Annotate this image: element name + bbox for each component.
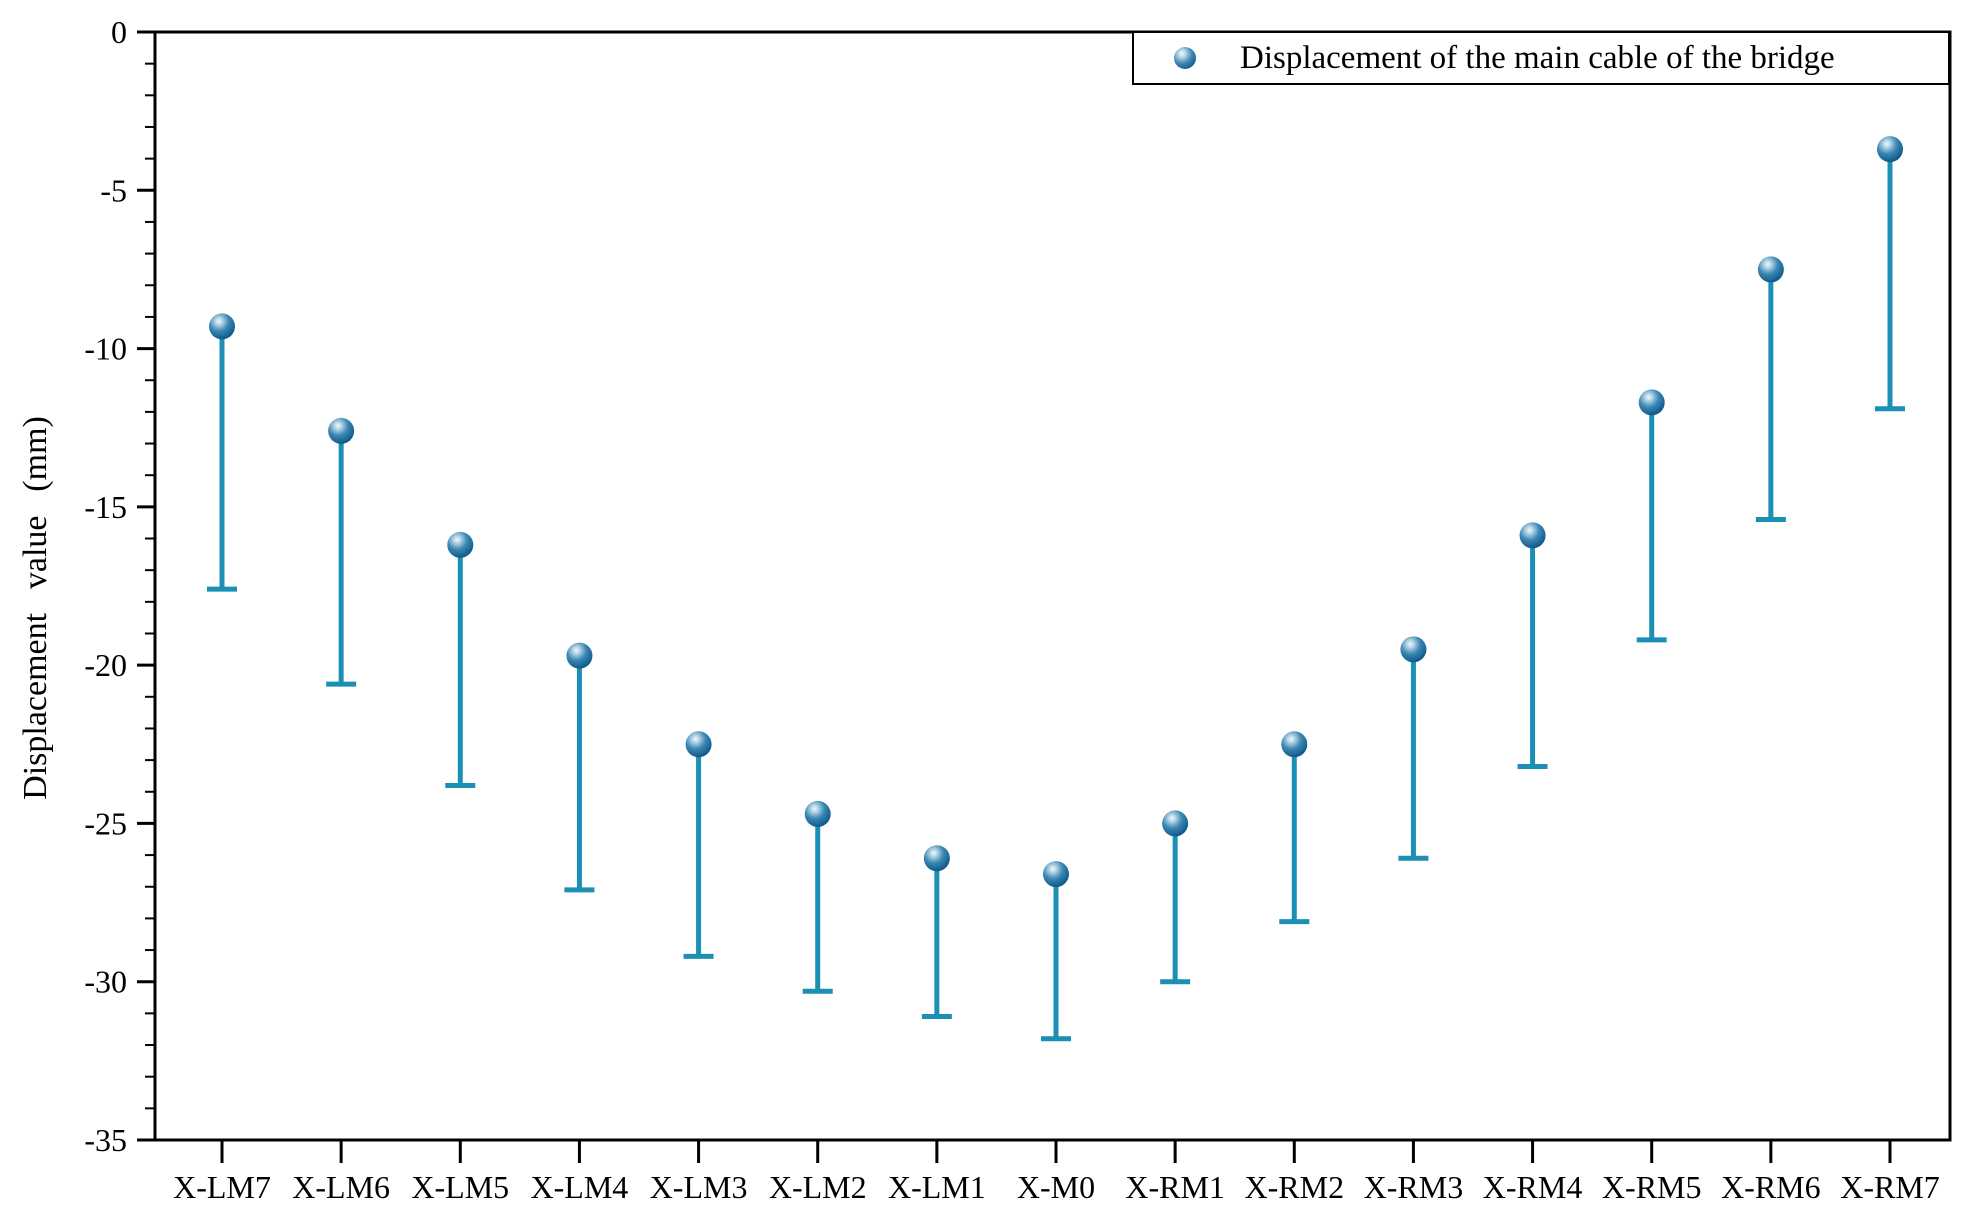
data-point	[1043, 861, 1069, 888]
data-point	[1519, 522, 1546, 549]
y-tick-label: -30	[84, 964, 127, 1000]
legend: Displacement of the main cable of the br…	[1132, 31, 1950, 85]
x-tick-label: X-RM5	[1602, 1169, 1702, 1205]
x-tick-label: X-RM1	[1125, 1169, 1225, 1205]
data-point	[447, 531, 474, 558]
data-point	[1400, 636, 1427, 663]
data-point	[328, 417, 355, 444]
x-tick-label: X-RM6	[1721, 1169, 1821, 1205]
x-tick-label: X-RM2	[1245, 1169, 1345, 1205]
y-tick-label: -25	[84, 805, 127, 841]
sphere-icon	[1174, 47, 1196, 69]
y-axis-title: Displacement value (mm)	[17, 416, 54, 800]
x-tick-label: X-LM4	[531, 1169, 629, 1205]
x-tick-label: X-RM4	[1483, 1169, 1583, 1205]
y-tick-label: -20	[84, 647, 127, 683]
x-tick-label: X-RM3	[1364, 1169, 1464, 1205]
data-point	[685, 731, 712, 758]
x-tick-label: X-LM2	[769, 1169, 867, 1205]
x-tick-label: X-M0	[1017, 1169, 1095, 1205]
legend-label: Displacement of the main cable of the br…	[1240, 39, 1835, 76]
x-tick-label: X-LM3	[650, 1169, 748, 1205]
y-tick-label: -10	[84, 331, 127, 367]
data-point	[1281, 731, 1308, 758]
data-point	[804, 800, 831, 827]
data-point	[1757, 256, 1784, 283]
data-point	[566, 642, 593, 669]
data-point	[1162, 810, 1189, 837]
data-point	[209, 313, 235, 340]
y-tick-label: 0	[111, 14, 127, 50]
y-tick-label: -15	[84, 489, 127, 525]
plot-border	[153, 30, 1952, 1142]
data-point	[1638, 389, 1665, 416]
x-tick-label: X-LM1	[888, 1169, 986, 1205]
data-point	[923, 845, 950, 872]
x-tick-label: X-LM7	[173, 1169, 271, 1205]
y-tick-label: -5	[100, 172, 127, 208]
x-tick-label: X-LM6	[292, 1169, 390, 1205]
data-point	[1877, 136, 1903, 163]
x-tick-label: X-RM7	[1840, 1169, 1940, 1205]
x-tick-label: X-LM5	[411, 1169, 509, 1205]
y-tick-label: -35	[84, 1122, 127, 1158]
